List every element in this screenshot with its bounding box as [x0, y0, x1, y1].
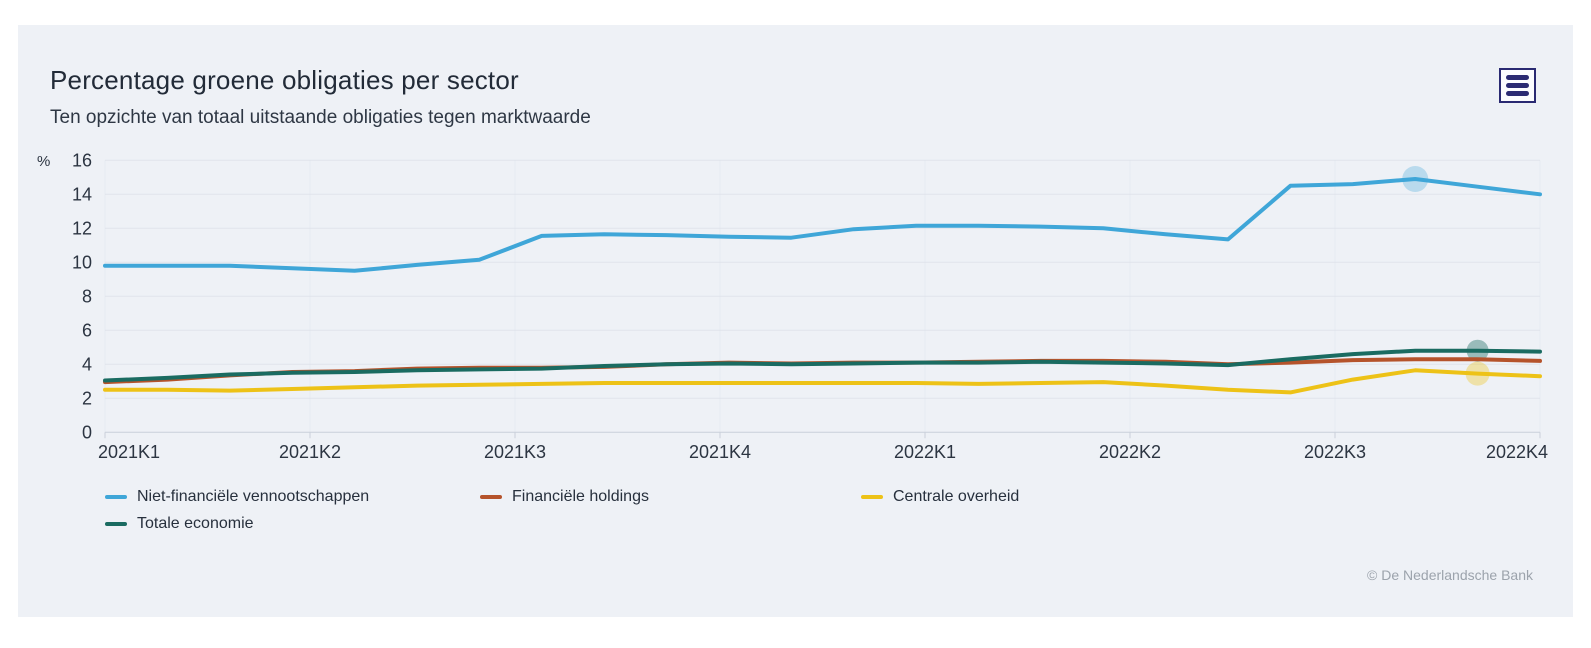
y-axis-unit-label: % — [37, 153, 50, 170]
series-line-totale-economie[interactable] — [103, 348, 1542, 383]
legend-label: Niet-financiële vennootschappen — [137, 488, 370, 505]
legend-line-marker — [105, 495, 127, 499]
y-axis-tick-label: 14 — [72, 184, 92, 204]
legend-item-financiele-holdings[interactable]: Financiële holdings — [480, 487, 649, 507]
y-axis-tick-label: 8 — [82, 286, 92, 306]
x-axis-tick-label: 2021K1 — [98, 442, 160, 462]
hamburger-menu-icon — [1506, 91, 1529, 96]
y-axis-tick-label: 0 — [82, 422, 92, 442]
hamburger-menu-icon — [1506, 75, 1529, 80]
x-axis-tick-label: 2022K1 — [894, 442, 956, 462]
y-axis-tick-label: 16 — [72, 150, 92, 170]
legend-item-totale-economie[interactable]: Totale economie — [105, 514, 254, 534]
copyright-notice: © De Nederlandsche Bank — [1367, 567, 1533, 583]
x-axis-tick-label: 2022K2 — [1099, 442, 1161, 462]
legend-line-marker — [105, 522, 127, 526]
chart-menu-button[interactable] — [1499, 68, 1536, 103]
legend-label: Centrale overheid — [893, 488, 1020, 505]
legend-item-niet-financiele-vennootschappen[interactable]: Niet-financiële vennootschappen — [105, 487, 369, 507]
x-axis-tick-label: 2022K4 — [1486, 442, 1548, 462]
hamburger-menu-icon — [1506, 83, 1529, 88]
legend-line-marker — [861, 495, 883, 499]
series-line-centrale-overheid[interactable] — [103, 368, 1542, 395]
x-axis-tick-label: 2021K2 — [279, 442, 341, 462]
chart-title: Percentage groene obligaties per sector — [50, 65, 519, 95]
y-axis-tick-label: 12 — [72, 218, 92, 238]
legend-label: Financiële holdings — [512, 488, 649, 505]
legend-line-marker — [480, 495, 502, 499]
y-axis-tick-label: 4 — [82, 354, 92, 374]
y-axis-tick-label: 2 — [82, 388, 92, 408]
series-line-niet-financi-le-vennootschappen[interactable] — [103, 177, 1542, 273]
x-axis-tick-label: 2022K3 — [1304, 442, 1366, 462]
legend-label: Totale economie — [137, 515, 254, 532]
y-axis-tick-label: 6 — [82, 320, 92, 340]
x-axis-tick-label: 2021K3 — [484, 442, 546, 462]
chart-subtitle: Ten opzichte van totaal uitstaande oblig… — [50, 107, 591, 128]
x-axis-tick-label: 2021K4 — [689, 442, 751, 462]
line-chart[interactable]: 0 2 4 6 8 10 12 14 16% 2021K1 2021K2 2021K3 2021K4 20… — [18, 25, 1573, 617]
chart-card: Percentage groene obligaties per sector … — [18, 25, 1573, 617]
y-axis-tick-label: 10 — [72, 252, 92, 272]
legend-item-centrale-overheid[interactable]: Centrale overheid — [861, 487, 1019, 507]
